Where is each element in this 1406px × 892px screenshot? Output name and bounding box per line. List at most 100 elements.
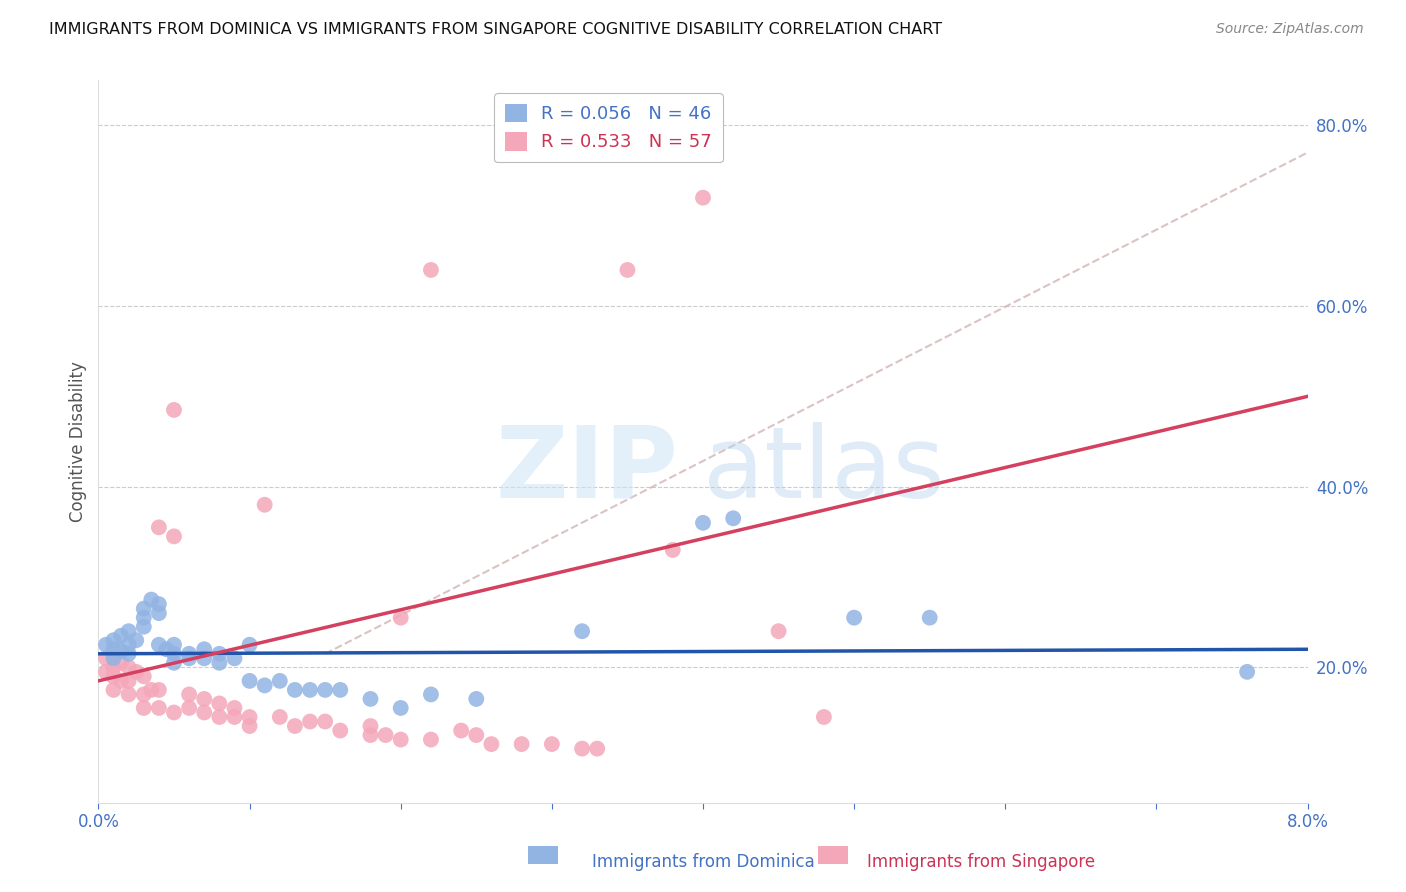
Text: Immigrants from Singapore: Immigrants from Singapore	[868, 854, 1095, 871]
Point	[132, 601, 155, 615]
Point	[118, 660, 141, 674]
Point	[571, 741, 593, 756]
Point	[103, 651, 125, 665]
Point	[918, 610, 941, 624]
Point	[465, 728, 488, 742]
Point	[389, 732, 412, 747]
Point	[360, 719, 382, 733]
Point	[179, 647, 201, 661]
Point	[193, 692, 215, 706]
Point	[269, 710, 291, 724]
FancyBboxPatch shape	[527, 847, 558, 864]
Point	[179, 651, 201, 665]
Point	[1236, 665, 1258, 679]
Point	[103, 682, 125, 697]
Point	[253, 498, 276, 512]
Point	[239, 673, 262, 688]
Point	[163, 403, 186, 417]
Point	[299, 714, 322, 729]
Point	[132, 620, 155, 634]
Legend: R = 0.056   N = 46, R = 0.533   N = 57: R = 0.056 N = 46, R = 0.533 N = 57	[495, 93, 723, 162]
Point	[224, 710, 246, 724]
Point	[208, 656, 231, 670]
Point	[110, 644, 132, 658]
Point	[141, 592, 163, 607]
Y-axis label: Cognitive Disability: Cognitive Disability	[69, 361, 87, 522]
Point	[224, 701, 246, 715]
Point	[616, 263, 638, 277]
Point	[723, 511, 745, 525]
Point	[103, 669, 125, 683]
Point	[329, 723, 352, 738]
Point	[768, 624, 790, 639]
Point	[118, 647, 141, 661]
Point	[179, 687, 201, 701]
Point	[692, 516, 714, 530]
Point	[692, 191, 714, 205]
Point	[360, 728, 382, 742]
Text: IMMIGRANTS FROM DOMINICA VS IMMIGRANTS FROM SINGAPORE COGNITIVE DISABILITY CORRE: IMMIGRANTS FROM DOMINICA VS IMMIGRANTS F…	[49, 22, 942, 37]
Point	[94, 651, 117, 665]
Point	[269, 673, 291, 688]
Point	[132, 701, 155, 715]
Point	[118, 624, 141, 639]
Point	[571, 624, 593, 639]
Point	[163, 638, 186, 652]
Point	[284, 682, 307, 697]
Point	[148, 638, 170, 652]
Point	[314, 682, 336, 697]
Point	[193, 706, 215, 720]
Point	[360, 692, 382, 706]
Point	[420, 263, 443, 277]
Point	[103, 642, 125, 657]
Point	[163, 706, 186, 720]
Point	[661, 542, 683, 557]
Point	[163, 656, 186, 670]
Point	[239, 719, 262, 733]
Point	[253, 678, 276, 692]
Point	[132, 610, 155, 624]
Point	[208, 647, 231, 661]
Point	[481, 737, 503, 751]
Point	[208, 710, 231, 724]
Point	[110, 673, 132, 688]
Point	[163, 647, 186, 661]
Point	[118, 638, 141, 652]
Point	[844, 610, 866, 624]
Point	[540, 737, 562, 751]
FancyBboxPatch shape	[818, 847, 848, 864]
Text: ZIP: ZIP	[496, 422, 679, 519]
Point	[586, 741, 609, 756]
Point	[148, 701, 170, 715]
Point	[118, 673, 141, 688]
Point	[94, 638, 117, 652]
Point	[450, 723, 472, 738]
Point	[329, 682, 352, 697]
Point	[239, 710, 262, 724]
Point	[284, 719, 307, 733]
Point	[208, 697, 231, 711]
Point	[110, 629, 132, 643]
Point	[125, 665, 148, 679]
Point	[155, 642, 177, 657]
Point	[813, 710, 835, 724]
Text: Immigrants from Dominica: Immigrants from Dominica	[592, 854, 814, 871]
Point	[193, 642, 215, 657]
Text: Source: ZipAtlas.com: Source: ZipAtlas.com	[1216, 22, 1364, 37]
Point	[125, 633, 148, 648]
Point	[389, 701, 412, 715]
Point	[118, 687, 141, 701]
Point	[389, 610, 412, 624]
Point	[420, 732, 443, 747]
Point	[148, 606, 170, 620]
Point	[299, 682, 322, 697]
Point	[239, 638, 262, 652]
Point	[510, 737, 533, 751]
Point	[193, 651, 215, 665]
Point	[163, 529, 186, 543]
Point	[94, 665, 117, 679]
Point	[132, 669, 155, 683]
Text: atlas: atlas	[703, 422, 945, 519]
Point	[179, 701, 201, 715]
Point	[141, 682, 163, 697]
